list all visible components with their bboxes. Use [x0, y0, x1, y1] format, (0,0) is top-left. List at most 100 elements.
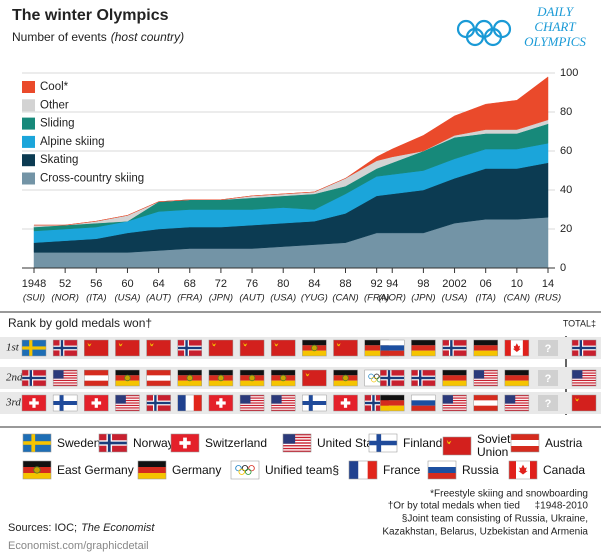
- flag-border: [504, 339, 530, 357]
- footnote: *Freestyle skiing and snowboarding: [430, 489, 588, 500]
- flag: [146, 339, 171, 357]
- flag-part: [115, 380, 140, 386]
- flag-part: [572, 370, 583, 379]
- flag-part: [411, 350, 436, 356]
- flag-border: [571, 339, 597, 357]
- pending-box: [538, 340, 558, 356]
- flag-part: [53, 370, 64, 379]
- flag-part: [442, 397, 467, 399]
- legend-label: Alpine skiing: [40, 136, 105, 148]
- flag-part: [572, 384, 596, 386]
- host-label: (CAN): [504, 293, 530, 304]
- flag-border: [302, 394, 327, 412]
- flag-part: [115, 370, 140, 376]
- ring: [465, 27, 485, 47]
- host-label: (FRA): [364, 293, 389, 304]
- flag-part: [442, 407, 467, 409]
- flag: [52, 369, 78, 387]
- flag: [146, 394, 171, 412]
- flag-part: [177, 395, 186, 411]
- flag: [84, 394, 109, 412]
- footnote: ‡1948-2010: [535, 501, 589, 512]
- flag-part: [473, 384, 498, 386]
- flag: [177, 394, 202, 412]
- flag-part: [572, 346, 596, 350]
- flag-border: [571, 394, 597, 412]
- legend-label: Cool*: [40, 81, 69, 93]
- flag-border: [442, 369, 467, 387]
- flag-emblem: [373, 373, 380, 380]
- flag-border: [239, 339, 265, 357]
- x-tick-label: 10: [511, 278, 523, 290]
- flag: [208, 369, 234, 387]
- flag-border: [21, 339, 47, 357]
- flag-part: [504, 397, 529, 399]
- legend-swatch: [22, 135, 35, 148]
- host-label: (JPN): [411, 293, 435, 304]
- x-tick-label: 94: [386, 278, 398, 290]
- flag-border: [115, 369, 140, 387]
- x-tick-label: 68: [184, 278, 196, 290]
- host-label: (RUS): [535, 293, 561, 304]
- pending: ?: [545, 343, 552, 355]
- row-label: 1st: [6, 342, 20, 354]
- flag: [21, 339, 47, 357]
- pending-box: [538, 370, 558, 386]
- flag-border: [146, 339, 171, 357]
- flag-emblem: [368, 373, 374, 380]
- flag: [571, 369, 597, 387]
- x-tick-label: 92: [371, 278, 383, 290]
- flag-part: [442, 404, 467, 407]
- flag-emblem: [280, 374, 287, 382]
- subtitle-note: (host country): [111, 30, 184, 44]
- legend-swatch: [22, 172, 35, 185]
- chart-title: The winter Olympics: [12, 7, 169, 24]
- flag-part: [473, 372, 498, 374]
- flag-part: [271, 340, 296, 356]
- host-label: (FRA): [177, 293, 202, 304]
- flag: [504, 369, 530, 387]
- flag-part: [572, 395, 596, 411]
- flag-part: [473, 370, 485, 379]
- flag-part: [53, 372, 78, 374]
- host-label: (JPN): [209, 293, 233, 304]
- flag: [411, 369, 436, 387]
- host-label: (SUI): [23, 293, 45, 304]
- flag: [380, 369, 405, 387]
- flag-part: [271, 409, 296, 411]
- flag: [270, 369, 296, 387]
- flag-part: [504, 395, 516, 404]
- flag-part: [504, 375, 529, 381]
- legend-swatch: [22, 117, 35, 130]
- flag-border: [380, 339, 405, 357]
- flag-part: [504, 407, 529, 409]
- flag-part: [411, 395, 436, 401]
- flag-part: [473, 379, 498, 382]
- flag-part: [572, 379, 596, 382]
- x-tick-label: 14: [542, 278, 554, 290]
- x-tick-label: 98: [417, 278, 429, 290]
- flag-part: [22, 346, 46, 350]
- flag-part: [504, 399, 529, 402]
- flag-border: [21, 394, 47, 412]
- flag: [115, 369, 140, 387]
- legend-swatch: [22, 81, 35, 93]
- flag-part: [411, 376, 436, 380]
- row-label: 2nd: [6, 372, 23, 384]
- flag-part: [115, 395, 126, 404]
- flag-part: [380, 405, 405, 411]
- x-tick-label: 76: [246, 278, 258, 290]
- flag-border: [411, 339, 436, 357]
- flag-part: [302, 340, 327, 346]
- flag-emblem: [575, 397, 580, 402]
- flag-border: [504, 394, 530, 412]
- flag-part: [84, 375, 109, 381]
- flag: [208, 339, 234, 357]
- flag: [473, 339, 498, 357]
- flag-part: [364, 401, 389, 405]
- flag-border: [239, 394, 265, 412]
- flag-part: [271, 370, 296, 376]
- flag: [571, 339, 597, 357]
- flag: [302, 369, 327, 387]
- flag-part: [473, 374, 498, 377]
